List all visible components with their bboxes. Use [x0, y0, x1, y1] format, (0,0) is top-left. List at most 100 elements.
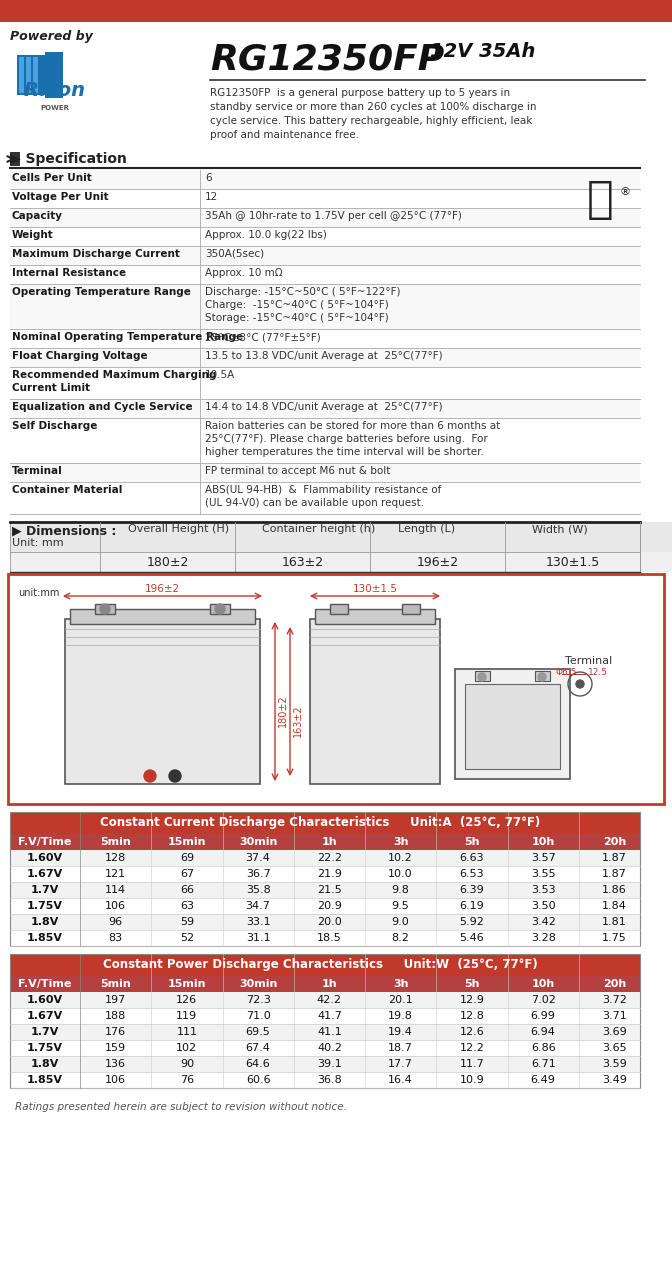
Bar — [402, 604, 420, 614]
Bar — [26, 58, 31, 93]
Text: 41.1: 41.1 — [317, 1027, 342, 1037]
Circle shape — [576, 680, 584, 689]
Text: 60.6: 60.6 — [246, 1075, 270, 1085]
Bar — [10, 1009, 640, 1024]
Text: 6.99: 6.99 — [531, 1011, 556, 1021]
Bar — [70, 609, 255, 623]
Text: 1h: 1h — [322, 979, 337, 989]
Text: Length (L): Length (L) — [398, 524, 455, 534]
Text: 67: 67 — [180, 869, 194, 879]
Bar — [10, 522, 640, 572]
Text: 6: 6 — [205, 173, 212, 183]
Text: Unit: mm: Unit: mm — [12, 538, 64, 548]
Text: 196±2: 196±2 — [417, 556, 458, 570]
Text: 180±2: 180±2 — [278, 694, 288, 727]
Text: 106: 106 — [105, 1075, 126, 1085]
Text: 3.55: 3.55 — [531, 869, 556, 879]
Text: 35Ah @ 10hr-rate to 1.75V per cell @25°C (77°F): 35Ah @ 10hr-rate to 1.75V per cell @25°C… — [205, 211, 462, 221]
Text: 1.7V: 1.7V — [31, 1027, 59, 1037]
Text: RG12350FP  is a general purpose battery up to 5 years in: RG12350FP is a general purpose battery u… — [210, 88, 510, 99]
Text: 83: 83 — [109, 933, 123, 943]
Text: 14.4 to 14.8 VDC/unit Average at  25°C(77°F): 14.4 to 14.8 VDC/unit Average at 25°C(77… — [205, 402, 443, 412]
Text: Width (W): Width (W) — [532, 524, 588, 534]
Text: Φ6.5: Φ6.5 — [555, 668, 577, 677]
Text: Approx. 10.0 kg(22 lbs): Approx. 10.0 kg(22 lbs) — [205, 230, 327, 241]
Text: 59: 59 — [180, 916, 194, 927]
Circle shape — [478, 673, 486, 681]
Bar — [10, 975, 640, 992]
Text: 66: 66 — [180, 884, 194, 895]
Text: 3h: 3h — [393, 979, 409, 989]
Text: 111: 111 — [176, 1027, 198, 1037]
Text: 159: 159 — [105, 1043, 126, 1053]
Text: 41.7: 41.7 — [317, 1011, 342, 1021]
Text: 35.8: 35.8 — [246, 884, 271, 895]
Text: RG12350FP: RG12350FP — [210, 42, 444, 76]
Text: 34.7: 34.7 — [246, 901, 271, 911]
Text: 72.3: 72.3 — [246, 995, 271, 1005]
Text: 9.5: 9.5 — [392, 901, 409, 911]
Circle shape — [215, 604, 225, 614]
Text: 196±2: 196±2 — [144, 584, 179, 594]
Text: 176: 176 — [105, 1027, 126, 1037]
Text: 1.67V: 1.67V — [27, 1011, 63, 1021]
Text: 25°C(77°F). Please charge batteries before using.  For: 25°C(77°F). Please charge batteries befo… — [205, 434, 488, 444]
Bar — [10, 348, 640, 367]
Text: 1.75V: 1.75V — [27, 901, 63, 911]
Bar — [210, 604, 230, 614]
Text: 30min: 30min — [239, 979, 278, 989]
Bar — [210, 604, 230, 614]
Text: 106: 106 — [105, 901, 126, 911]
Text: 197: 197 — [105, 995, 126, 1005]
Bar — [10, 931, 640, 946]
Text: proof and maintenance free.: proof and maintenance free. — [210, 131, 359, 140]
Text: 90: 90 — [180, 1059, 194, 1069]
Text: 10h: 10h — [532, 979, 555, 989]
Bar — [10, 170, 640, 189]
Text: 9.0: 9.0 — [392, 916, 409, 927]
Text: unit:mm: unit:mm — [18, 588, 59, 598]
Text: 12: 12 — [205, 192, 218, 202]
Text: Container Material: Container Material — [12, 485, 122, 495]
Bar — [10, 914, 640, 931]
Text: higher temperatures the time interval will be shorter.: higher temperatures the time interval wi… — [205, 447, 484, 457]
Text: 52: 52 — [180, 933, 194, 943]
Text: Storage: -15°C~40°C ( 5°F~104°F): Storage: -15°C~40°C ( 5°F~104°F) — [205, 314, 388, 323]
Text: 12.9: 12.9 — [460, 995, 485, 1005]
Text: 30min: 30min — [239, 837, 278, 847]
Text: 136: 136 — [105, 1059, 126, 1069]
Bar — [10, 992, 640, 1009]
Text: Weight: Weight — [12, 230, 54, 241]
Text: 1.75: 1.75 — [602, 933, 627, 943]
Text: 5.46: 5.46 — [460, 933, 485, 943]
Circle shape — [538, 673, 546, 681]
Text: 1.8V: 1.8V — [31, 1059, 59, 1069]
Bar — [402, 604, 420, 614]
Text: 1.84: 1.84 — [602, 901, 627, 911]
Circle shape — [100, 604, 110, 614]
Text: 3.57: 3.57 — [531, 852, 556, 863]
Text: 17.7: 17.7 — [388, 1059, 413, 1069]
Text: 3.59: 3.59 — [602, 1059, 627, 1069]
Text: 20h: 20h — [603, 837, 626, 847]
Text: Capacity: Capacity — [12, 211, 63, 221]
Text: 1.60V: 1.60V — [27, 852, 63, 863]
Bar — [10, 463, 640, 483]
Bar — [10, 1073, 640, 1088]
Text: 13.5 to 13.8 VDC/unit Average at  25°C(77°F): 13.5 to 13.8 VDC/unit Average at 25°C(77… — [205, 351, 443, 361]
Text: 22.2: 22.2 — [317, 852, 342, 863]
Text: 130±1.5: 130±1.5 — [546, 556, 599, 570]
Text: 15min: 15min — [167, 979, 206, 989]
Bar — [10, 399, 640, 419]
Bar — [315, 609, 435, 623]
Text: 6.39: 6.39 — [460, 884, 485, 895]
Text: 36.8: 36.8 — [317, 1075, 342, 1085]
Text: 42.2: 42.2 — [317, 995, 342, 1005]
Bar — [10, 1039, 640, 1056]
Text: 163±2: 163±2 — [293, 704, 303, 736]
Text: Operating Temperature Range: Operating Temperature Range — [12, 287, 191, 297]
Bar — [95, 604, 115, 614]
Text: 25°C±3°C (77°F±5°F): 25°C±3°C (77°F±5°F) — [205, 332, 321, 342]
Text: 1.7V: 1.7V — [31, 884, 59, 895]
Text: 1.60V: 1.60V — [27, 995, 63, 1005]
